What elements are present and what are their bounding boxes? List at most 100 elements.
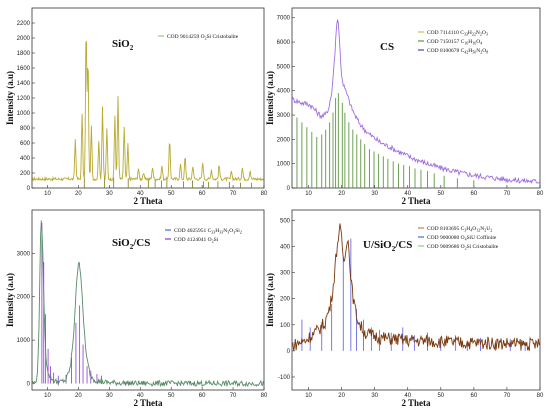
panel-3: 10 20 30 40 50 60 70 80 0 1000 2000 3000 2 Theta Inte… [5,209,268,408]
y-tick-label: 7000 [277,16,291,22]
y-tick-label: 3000 [17,251,31,257]
y-axis-label: Intensity (a.u) [5,273,15,327]
plot-area [32,40,264,188]
x-axis-label: 2 Theta [133,398,163,408]
legend-entry: COD 7150157 C16H16O4 [427,39,482,46]
y-tick-label: 0 [287,349,291,355]
legend-entry: COD 7114110 C33H22N2O3 [427,30,488,37]
y-tick-label: 800 [20,126,31,132]
x-tick-label: 60 [199,393,206,399]
x-tick-label: 50 [168,393,175,399]
y-tick-label: 400 [20,156,31,162]
y-tick-label: 300 [280,271,291,277]
plot-area [32,220,264,388]
y-tick-label: 200 [20,171,31,177]
legend-entry: COD 8103695 C3H4O12N2U2 [427,226,492,233]
y-tick-label: 1400 [17,81,31,87]
legend-entry: COD 9009686 O2Si Cristobalite [427,244,499,251]
x-tick-label: 10 [44,191,51,197]
y-axis-label: Intensity (a.u) [265,273,275,327]
x-tick-label: 80 [537,191,544,197]
legend-entry: COD 4025951 C33H33N3O3Si2 [174,228,242,235]
y-tick-label: 2000 [17,36,31,42]
y-tick-label: 1000 [17,338,31,344]
y-tick-label: 6000 [277,40,291,46]
x-tick-label: 10 [44,393,51,399]
x-tick-label: 70 [504,191,511,197]
x-axis-label: 2 Theta [401,398,431,408]
x-tick-label: 20 [75,393,82,399]
x-axis-label: 2 Theta [133,196,163,206]
panel-2: 10 20 30 40 50 60 70 80 0 1000 2000 3000 4000 5000 600… [265,7,544,206]
x-tick-label: 50 [437,191,444,197]
y-tick-label: 200 [280,297,291,303]
diffraction-pattern [292,19,540,185]
panel-1: 10 20 30 40 50 60 70 80020040060080010001200140… [5,7,268,206]
y-tick-label: 1200 [17,96,31,102]
x-tick-label: 40 [404,393,411,399]
y-axis-label: Intensity (a.u) [5,71,15,125]
x-tick-label: 20 [75,191,82,197]
y-tick-label: 0 [287,186,291,192]
x-tick-label: 70 [504,393,511,399]
x-tick-label: 80 [537,393,544,399]
y-tick-label: 400 [280,245,291,251]
diffraction-pattern [292,223,540,351]
legend-entry: COD 9014259 O2Si Cristobalite [167,34,239,41]
x-tick-label: 40 [404,191,411,197]
y-tick-label: 3000 [277,113,291,119]
plot-frame [291,209,541,391]
x-tick-label: 60 [199,191,206,197]
y-tick-label: 100 [280,323,291,329]
plot-area [292,19,540,188]
x-tick-label: 80 [261,393,268,399]
panel-title: SiO2 [112,38,134,52]
x-tick-label: 20 [338,191,345,197]
y-tick-label: 500 [280,218,291,224]
y-tick-label: -100 [278,375,291,381]
y-tick-label: 600 [20,141,31,147]
y-tick-label: 1000 [17,111,31,117]
y-tick-label: 5000 [277,64,291,70]
y-tick-label: 1800 [17,51,31,57]
legend-entry: COD 8100678 C42H56N2O8 [427,48,488,55]
y-tick-label: 1000 [277,162,291,168]
y-tick-label: 2000 [277,137,291,143]
diffraction-pattern [32,220,264,388]
plot-frame [31,209,265,391]
x-tick-label: 40 [137,191,144,197]
x-tick-label: 50 [168,191,175,197]
panel-title: CS [380,41,394,53]
y-tick-label: 2000 [17,295,31,301]
plot-frame [291,7,541,189]
panel-title: U/SiO2/CS [363,239,412,253]
y-tick-label: 4000 [277,89,291,95]
legend-entry: COD 9000080 O4SiU Coffinite [427,234,497,242]
x-tick-label: 50 [437,393,444,399]
diffraction-pattern [32,40,264,183]
x-tick-label: 60 [471,393,478,399]
x-tick-label: 30 [371,191,378,197]
x-tick-label: 80 [261,191,268,197]
x-tick-label: 70 [230,191,237,197]
x-tick-label: 10 [305,191,312,197]
y-tick-label: 0 [27,186,31,192]
panel-4: 10 20 30 40 50 60 70 80 -100 0 100 200 300 400 500 2 Th… [265,209,544,408]
y-tick-label: 0 [27,381,31,387]
y-axis-label: Intensity (a.u) [265,71,275,125]
x-tick-label: 30 [106,191,113,197]
plot-area [292,223,540,351]
x-tick-label: 70 [230,393,237,399]
x-tick-label: 30 [106,393,113,399]
x-tick-label: 10 [305,393,312,399]
x-tick-label: 20 [338,393,345,399]
x-tick-label: 30 [371,393,378,399]
legend-entry: COD 4124041 O2Si [174,237,219,244]
x-tick-label: 40 [137,393,144,399]
y-tick-label: 1600 [17,66,31,72]
x-axis-label: 2 Theta [401,196,431,206]
y-tick-label: 2200 [17,21,31,27]
x-tick-label: 60 [471,191,478,197]
panel-title: SiO2/CS [112,237,150,251]
